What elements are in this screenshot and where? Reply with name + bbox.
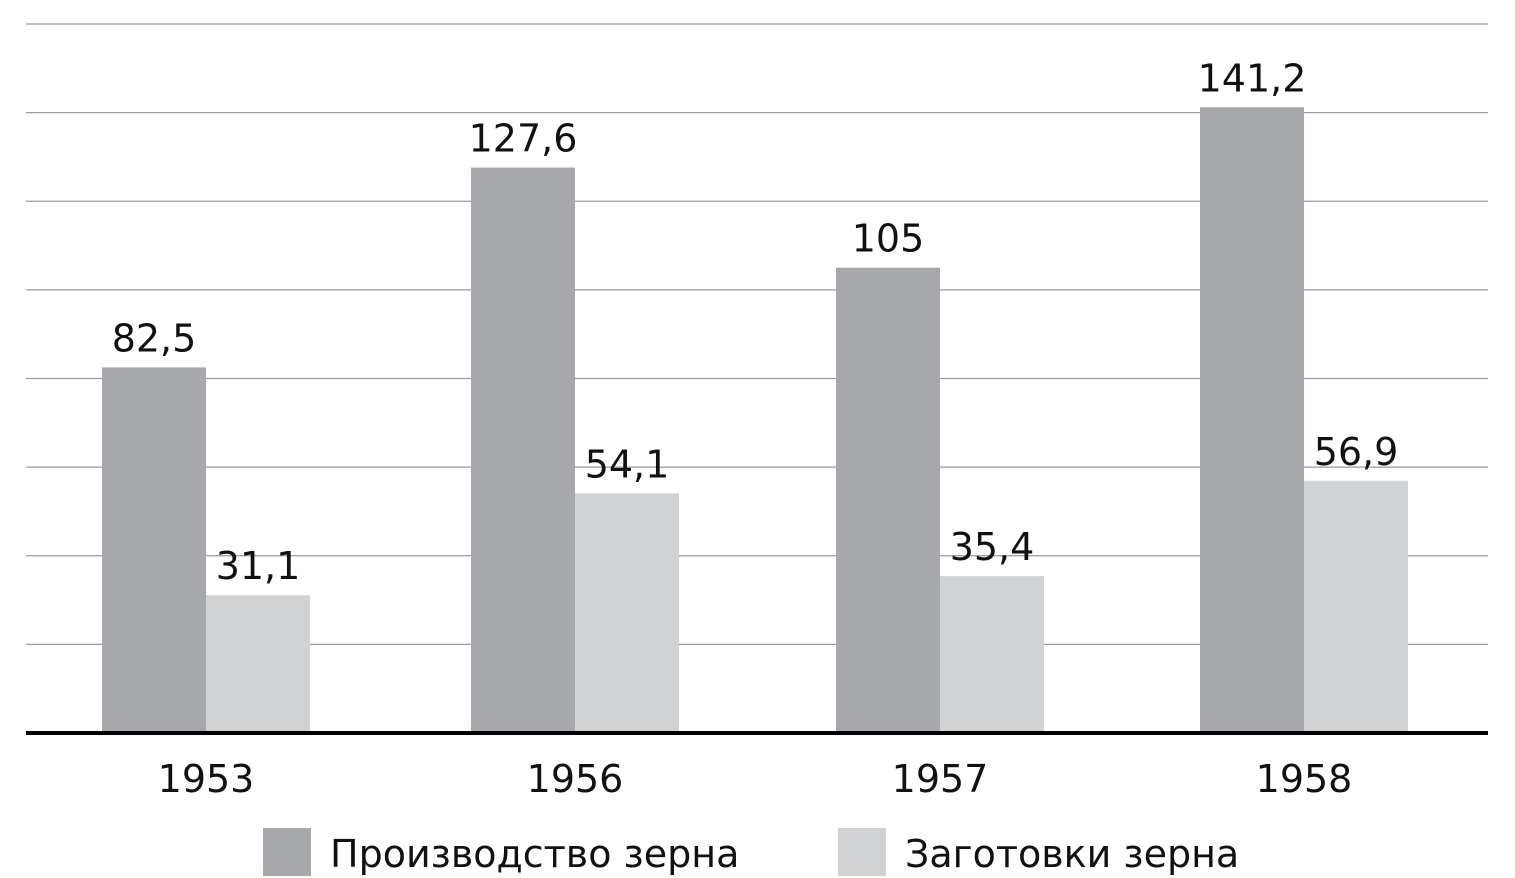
data-label: 35,4 <box>950 525 1035 569</box>
data-label: 82,5 <box>112 316 197 360</box>
data-label: 127,6 <box>469 117 578 161</box>
legend-label: Производство зерна <box>330 832 739 876</box>
x-tick-label: 1957 <box>892 757 989 801</box>
bar-production-1958 <box>1200 107 1304 734</box>
legend-swatch <box>263 828 311 876</box>
bar-procurement-1956 <box>575 493 679 733</box>
x-tick-label: 1956 <box>527 757 624 801</box>
bar-procurement-1953 <box>206 595 310 733</box>
data-label: 56,9 <box>1314 430 1399 474</box>
bar-procurement-1958 <box>1304 480 1408 733</box>
data-label: 54,1 <box>585 442 670 486</box>
bar-production-1953 <box>102 367 206 733</box>
x-tick-label: 1958 <box>1256 757 1353 801</box>
legend-swatch <box>838 828 886 876</box>
data-label: 105 <box>852 217 925 261</box>
bar-production-1957 <box>836 267 940 733</box>
data-label: 141,2 <box>1198 56 1307 100</box>
bar-procurement-1957 <box>940 576 1044 733</box>
legend-label: Заготовки зерна <box>905 832 1239 876</box>
bar-production-1956 <box>471 167 575 733</box>
x-tick-label: 1953 <box>158 757 255 801</box>
data-label: 31,1 <box>216 544 301 588</box>
